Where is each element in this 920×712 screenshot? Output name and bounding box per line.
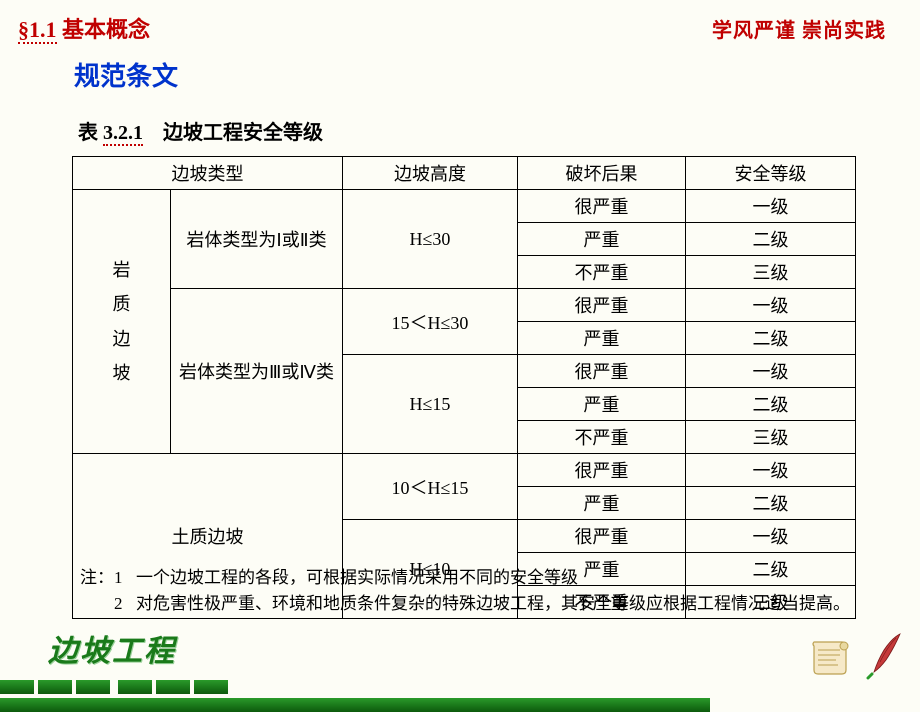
note-number: 2 — [114, 591, 136, 617]
table-cell: 不严重 — [518, 421, 686, 454]
quill-icon — [866, 632, 906, 680]
footer-title: 边坡工程 — [48, 626, 176, 670]
table-cell: 一级 — [686, 355, 856, 388]
note-number: 1 — [114, 565, 136, 591]
table-cell: 很严重 — [518, 454, 686, 487]
table-cell: 很严重 — [518, 355, 686, 388]
scroll-icon — [808, 638, 852, 678]
table-cell: 三级 — [686, 256, 856, 289]
table-cell: 三级 — [686, 421, 856, 454]
table-cell: 15＜H≤30 — [343, 289, 518, 355]
table-cell: 严重 — [518, 223, 686, 256]
table-cell: 二级 — [686, 322, 856, 355]
table-cell: 很严重 — [518, 190, 686, 223]
table-cell: 二级 — [686, 223, 856, 256]
footer-band — [0, 676, 920, 690]
caption-prefix: 表 — [78, 122, 98, 144]
table-cell: 二级 — [686, 388, 856, 421]
caption-title: 边坡工程安全等级 — [163, 122, 323, 144]
table-cell: H≤15 — [343, 355, 518, 454]
table-cell: 一级 — [686, 190, 856, 223]
table-cell: 严重 — [518, 487, 686, 520]
table-cell: 严重 — [518, 388, 686, 421]
section-title: 基本概念 — [62, 17, 150, 42]
table-cell: 二级 — [686, 487, 856, 520]
rock-sub1-label: 岩体类型为Ⅰ或Ⅱ类 — [171, 190, 343, 289]
table-cell: 10＜H≤15 — [343, 454, 518, 520]
table-notes: 注： 1 一个边坡工程的各段，可根据实际情况采用不同的安全等级 注： 2 对危害… — [80, 565, 870, 618]
col-header-type: 边坡类型 — [73, 157, 343, 190]
caption-number: 3.2.1 — [103, 122, 143, 146]
col-header-height: 边坡高度 — [343, 157, 518, 190]
section-header: §1.1 基本概念 — [18, 12, 150, 44]
rock-slope-label: 岩质边坡 — [73, 190, 171, 454]
section-number: §1.1 — [18, 17, 57, 44]
grade-table: 边坡类型 边坡高度 破坏后果 安全等级 岩质边坡 岩体类型为Ⅰ或Ⅱ类 H≤30 … — [72, 156, 856, 619]
subtitle: 规范条文 — [74, 56, 178, 93]
note-text: 一个边坡工程的各段，可根据实际情况采用不同的安全等级 — [136, 565, 578, 591]
table-cell: 一级 — [686, 454, 856, 487]
note-text: 对危害性极严重、环境和地质条件复杂的特殊边坡工程，其安全等级应根据工程情况适当提… — [136, 591, 850, 617]
table-cell: 不严重 — [518, 256, 686, 289]
table-cell: 一级 — [686, 520, 856, 553]
motto: 学风严谨 崇尚实践 — [712, 14, 886, 43]
col-header-consequence: 破坏后果 — [518, 157, 686, 190]
table-caption: 表 3.2.1 边坡工程安全等级 — [78, 116, 323, 145]
table-cell: 严重 — [518, 322, 686, 355]
rock-sub2-label: 岩体类型为Ⅲ或Ⅳ类 — [171, 289, 343, 454]
col-header-grade: 安全等级 — [686, 157, 856, 190]
table-cell: 一级 — [686, 289, 856, 322]
table-cell: 很严重 — [518, 520, 686, 553]
table-cell: 很严重 — [518, 289, 686, 322]
notes-prefix: 注： — [80, 565, 114, 591]
table-cell: H≤30 — [343, 190, 518, 289]
